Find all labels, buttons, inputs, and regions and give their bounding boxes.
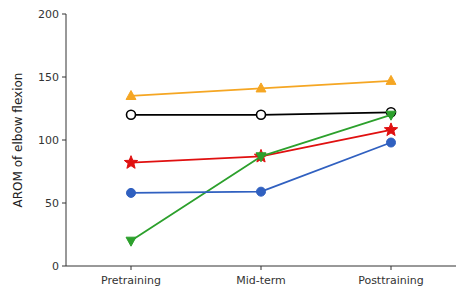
marker — [257, 110, 266, 119]
x-tick — [131, 266, 132, 270]
x-tick-label: Posttraining — [358, 274, 424, 287]
y-tick-label: 150 — [38, 71, 59, 84]
y-tick — [62, 140, 66, 141]
y-tick-label: 200 — [38, 8, 59, 21]
marker — [386, 111, 396, 120]
y-axis-label: AROM of elbow flexion — [11, 73, 25, 208]
y-tick — [62, 203, 66, 204]
series-line — [131, 81, 391, 96]
marker — [386, 75, 396, 84]
y-tick — [62, 266, 66, 267]
plot-area — [124, 75, 397, 246]
y-tick — [62, 77, 66, 78]
y-tick — [62, 14, 66, 15]
x-tick-label: Pretraining — [101, 274, 161, 287]
x-tick — [261, 266, 262, 270]
marker — [124, 156, 137, 169]
y-tick-label: 0 — [52, 260, 59, 273]
marker — [257, 187, 266, 196]
marker — [256, 83, 266, 92]
marker — [384, 123, 397, 136]
marker — [256, 153, 266, 162]
marker — [387, 138, 396, 147]
marker — [126, 237, 136, 246]
chart: 0 50 100 150 200 Pretraining Mid-term Posttrain… — [0, 0, 474, 306]
series-line — [131, 143, 391, 193]
marker — [127, 110, 136, 119]
y-tick-label: 50 — [45, 197, 59, 210]
marker — [127, 188, 136, 197]
x-tick — [391, 266, 392, 270]
series-line — [131, 115, 391, 241]
y-tick-label: 100 — [38, 134, 59, 147]
x-tick-label: Mid-term — [236, 274, 286, 287]
marker — [126, 91, 136, 100]
